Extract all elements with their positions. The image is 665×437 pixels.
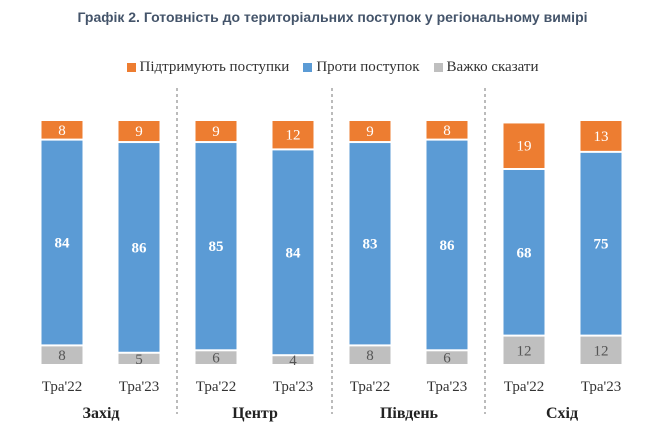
x-tick-label-5: Тра'23 bbox=[427, 379, 467, 395]
bar-segment-against-2 bbox=[195, 143, 237, 350]
bar-segment-hard-to-say-5 bbox=[426, 351, 468, 364]
bar-segment-support-5 bbox=[426, 121, 468, 139]
bar-segment-against-0 bbox=[41, 140, 83, 345]
region-label-0: Захід bbox=[83, 405, 120, 422]
bar-segment-hard-to-say-2 bbox=[195, 351, 237, 364]
legend-label-support: Підтримують поступки bbox=[139, 58, 290, 75]
x-tick-label-0: Тра'22 bbox=[42, 379, 82, 395]
x-tick-label-4: Тра'22 bbox=[350, 379, 390, 395]
legend-entry-against: Проти поступок bbox=[303, 57, 420, 77]
bar-segment-against-1 bbox=[118, 143, 160, 352]
data-label-hard-to-say-6: 12 bbox=[517, 343, 532, 359]
legend: Підтримують поступки Проти поступок Важк… bbox=[0, 57, 665, 77]
data-label-against-3: 84 bbox=[286, 245, 302, 261]
data-label-against-5: 86 bbox=[440, 238, 456, 254]
legend-entry-hard-to-say: Важко сказати bbox=[433, 57, 539, 77]
bar-segment-hard-to-say-6 bbox=[503, 336, 545, 364]
data-label-support-2: 9 bbox=[212, 124, 220, 140]
bar-segment-hard-to-say-4 bbox=[349, 346, 391, 364]
data-label-against-6: 68 bbox=[517, 245, 532, 261]
bar-segment-support-1 bbox=[118, 121, 160, 142]
data-label-support-0: 8 bbox=[58, 123, 66, 139]
data-label-hard-to-say-1: 5 bbox=[135, 352, 143, 368]
bar-segment-hard-to-say-7 bbox=[580, 336, 622, 364]
x-tick-label-1: Тра'23 bbox=[119, 379, 159, 395]
region-label-3: Схід bbox=[546, 405, 578, 422]
data-label-support-1: 9 bbox=[135, 124, 143, 140]
data-label-support-4: 9 bbox=[366, 124, 374, 140]
chart-title: Графік 2. Готовність до територіальних п… bbox=[77, 9, 588, 25]
data-label-against-1: 86 bbox=[132, 240, 148, 256]
bar-segment-hard-to-say-1 bbox=[118, 353, 160, 364]
bar-segment-support-6 bbox=[503, 123, 545, 168]
data-label-against-0: 84 bbox=[55, 236, 71, 252]
legend-label-hard-to-say: Важко сказати bbox=[446, 58, 539, 75]
data-label-against-2: 85 bbox=[209, 239, 224, 255]
bar-segment-support-4 bbox=[349, 121, 391, 142]
region-label-2: Південь bbox=[380, 405, 439, 422]
bar-segment-support-0 bbox=[41, 121, 83, 139]
legend-entry-support: Підтримують поступки bbox=[126, 57, 290, 77]
x-tick-label-7: Тра'23 bbox=[581, 379, 621, 395]
bar-segment-against-5 bbox=[426, 140, 468, 350]
data-label-hard-to-say-7: 12 bbox=[594, 343, 609, 359]
legend-label-against: Проти поступок bbox=[316, 58, 420, 75]
data-label-hard-to-say-3: 4 bbox=[289, 353, 297, 369]
bar-segment-against-3 bbox=[272, 150, 314, 355]
region-label-1: Центр bbox=[232, 405, 278, 422]
data-label-support-6: 19 bbox=[517, 139, 532, 155]
bar-segment-support-2 bbox=[195, 121, 237, 142]
data-label-hard-to-say-4: 8 bbox=[366, 348, 374, 364]
x-tick-label-3: Тра'23 bbox=[273, 379, 313, 395]
data-label-hard-to-say-2: 6 bbox=[212, 351, 220, 367]
bar-segment-support-3 bbox=[272, 121, 314, 149]
legend-swatch-against bbox=[303, 62, 313, 72]
bar-segment-support-7 bbox=[580, 121, 622, 151]
bar-segment-against-7 bbox=[580, 152, 622, 335]
legend-swatch-hard-to-say bbox=[433, 62, 443, 72]
legend-swatch-support bbox=[126, 62, 136, 72]
data-label-support-7: 13 bbox=[594, 129, 609, 145]
data-label-against-7: 75 bbox=[594, 237, 609, 253]
data-label-against-4: 83 bbox=[363, 237, 378, 253]
x-tick-label-6: Тра'22 bbox=[504, 379, 544, 395]
data-label-support-3: 12 bbox=[286, 128, 301, 144]
bar-segment-against-6 bbox=[503, 170, 545, 335]
bar-segment-hard-to-say-0 bbox=[41, 346, 83, 364]
x-tick-label-2: Тра'22 bbox=[196, 379, 236, 395]
bar-segment-hard-to-say-3 bbox=[272, 356, 314, 364]
data-label-support-5: 8 bbox=[443, 123, 451, 139]
data-label-hard-to-say-5: 6 bbox=[443, 351, 451, 367]
bar-segment-against-4 bbox=[349, 143, 391, 345]
data-label-hard-to-say-0: 8 bbox=[58, 348, 66, 364]
